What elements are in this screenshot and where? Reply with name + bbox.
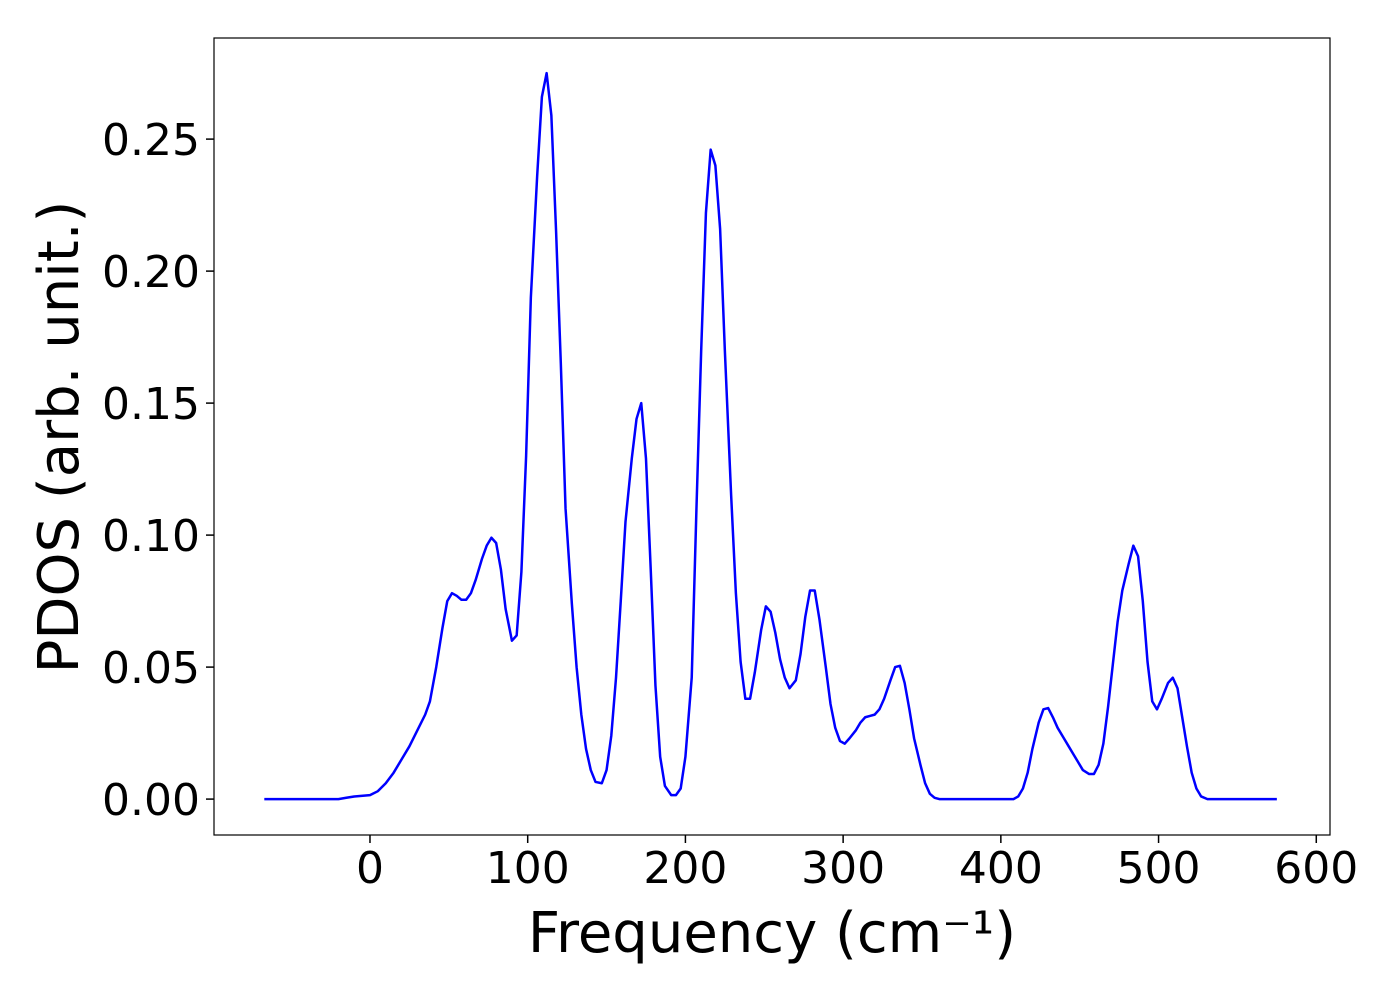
y-axis-label: PDOS (arb. unit.): [27, 201, 92, 674]
y-tick-label: 0.00: [102, 775, 200, 826]
x-tick-label: 0: [356, 843, 384, 894]
plot-frame: [213, 37, 1331, 836]
x-tick-label: 500: [1117, 843, 1201, 894]
data-line: [264, 71, 1277, 801]
x-tick-label: 100: [486, 843, 570, 894]
x-tick-label: 300: [801, 843, 885, 894]
x-axis-label: Frequency (cm⁻¹): [528, 901, 1016, 966]
x-tick-label: 400: [959, 843, 1043, 894]
x-tick-label: 600: [1274, 843, 1358, 894]
y-tick-label: 0.15: [102, 379, 200, 430]
x-tick-label: 200: [643, 843, 727, 894]
y-tick-label: 0.10: [102, 511, 200, 562]
y-tick-label: 0.05: [102, 643, 200, 694]
y-tick-label: 0.25: [102, 115, 200, 166]
y-tick-label: 0.20: [102, 247, 200, 298]
